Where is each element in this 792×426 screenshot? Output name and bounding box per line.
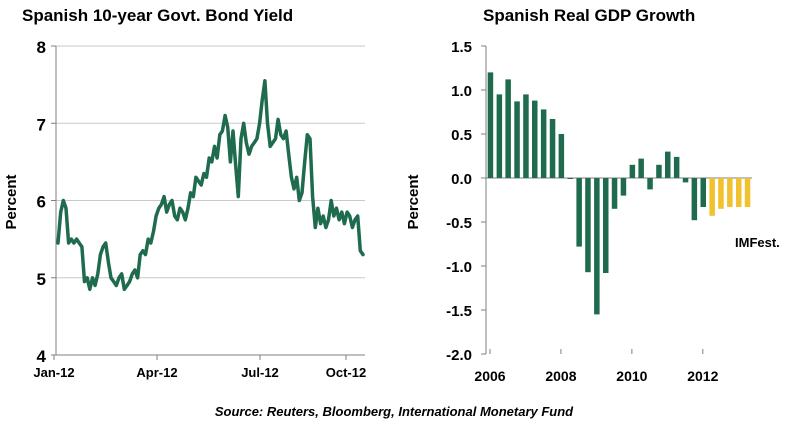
gdp-bar bbox=[585, 178, 591, 273]
right-y-tick-label: -2.0 bbox=[446, 347, 472, 364]
gdp-estimate-bar bbox=[736, 178, 742, 207]
gdp-estimate-bar bbox=[727, 178, 733, 207]
gdp-bar bbox=[620, 178, 627, 196]
gdp-estimate-bar bbox=[718, 178, 724, 209]
right-bars bbox=[487, 72, 751, 315]
gdp-bar bbox=[532, 100, 538, 178]
gdp-bar bbox=[603, 178, 609, 273]
gdp-bar bbox=[523, 94, 529, 178]
gdp-bar bbox=[594, 178, 600, 315]
gdp-bar bbox=[496, 94, 503, 178]
left-y-tick-label: 5 bbox=[37, 270, 46, 289]
gdp-bar bbox=[682, 178, 689, 183]
right-y-tick-label: -1.0 bbox=[446, 259, 472, 276]
gdp-bar bbox=[638, 158, 644, 178]
gdp-bar bbox=[673, 156, 680, 178]
gdp-estimate-bar bbox=[744, 178, 751, 207]
left-y-tick-label: 6 bbox=[37, 193, 46, 212]
gdp-bar bbox=[558, 134, 565, 178]
gdp-bar bbox=[691, 178, 698, 221]
right-x-tick-label: 2008 bbox=[545, 368, 576, 384]
gdp-bar bbox=[611, 178, 618, 209]
left-x-tick-label: Apr-12 bbox=[136, 365, 177, 380]
left-axes bbox=[51, 45, 365, 360]
right-axes bbox=[481, 45, 752, 355]
gdp-bar bbox=[647, 178, 653, 190]
right-y-tick-label: 0.5 bbox=[451, 127, 472, 144]
right-y-tick-label: 1.0 bbox=[451, 83, 472, 100]
left-y-axis-label: Percent bbox=[3, 174, 20, 229]
right-x-tick-label: 2012 bbox=[687, 368, 718, 384]
right-y-axis-label: Percent bbox=[405, 174, 422, 229]
left-chart-title: Spanish 10-year Govt. Bond Yield bbox=[22, 6, 293, 25]
left-data-series bbox=[56, 79, 365, 292]
right-y-tick-label: 0.0 bbox=[451, 171, 472, 188]
left-y-tick-label: 8 bbox=[37, 38, 46, 57]
yield-line bbox=[56, 79, 365, 292]
right-y-tick-label: 1.5 bbox=[451, 39, 472, 56]
left-x-tick-label: Jul-12 bbox=[241, 365, 279, 380]
gdp-bar bbox=[487, 72, 494, 178]
left-y-tick-label: 7 bbox=[37, 115, 46, 134]
gdp-bar bbox=[576, 178, 582, 247]
gdp-bar bbox=[700, 178, 706, 207]
right-x-tick-label: 2006 bbox=[474, 368, 505, 384]
gdp-bar bbox=[629, 164, 636, 178]
left-tick-labels: 4 5 6 7 8 Jan-12 Apr-12 Jul-12 Oct-12 bbox=[33, 38, 366, 380]
source-note: Source: Reuters, Bloomberg, Internationa… bbox=[215, 404, 574, 419]
left-x-tick-label: Jan-12 bbox=[33, 365, 74, 380]
right-y-tick-label: -1.5 bbox=[446, 303, 472, 320]
gdp-bar bbox=[567, 178, 573, 179]
gdp-bar bbox=[505, 79, 511, 178]
left-x-tick-label: Oct-12 bbox=[326, 365, 366, 380]
gdp-bar bbox=[514, 101, 520, 178]
gdp-bar bbox=[656, 164, 662, 178]
left-y-tick-label: 4 bbox=[37, 347, 47, 366]
gdp-bar bbox=[665, 151, 671, 178]
right-x-tick-label: 2010 bbox=[616, 368, 647, 384]
gdp-bar bbox=[549, 119, 556, 178]
right-chart-title: Spanish Real GDP Growth bbox=[483, 6, 695, 25]
gdp-bar bbox=[540, 109, 547, 178]
gdp-estimate-bar bbox=[709, 178, 715, 216]
right-y-tick-label: -0.5 bbox=[446, 215, 472, 232]
imf-estimate-annotation: IMFest. bbox=[735, 235, 780, 250]
